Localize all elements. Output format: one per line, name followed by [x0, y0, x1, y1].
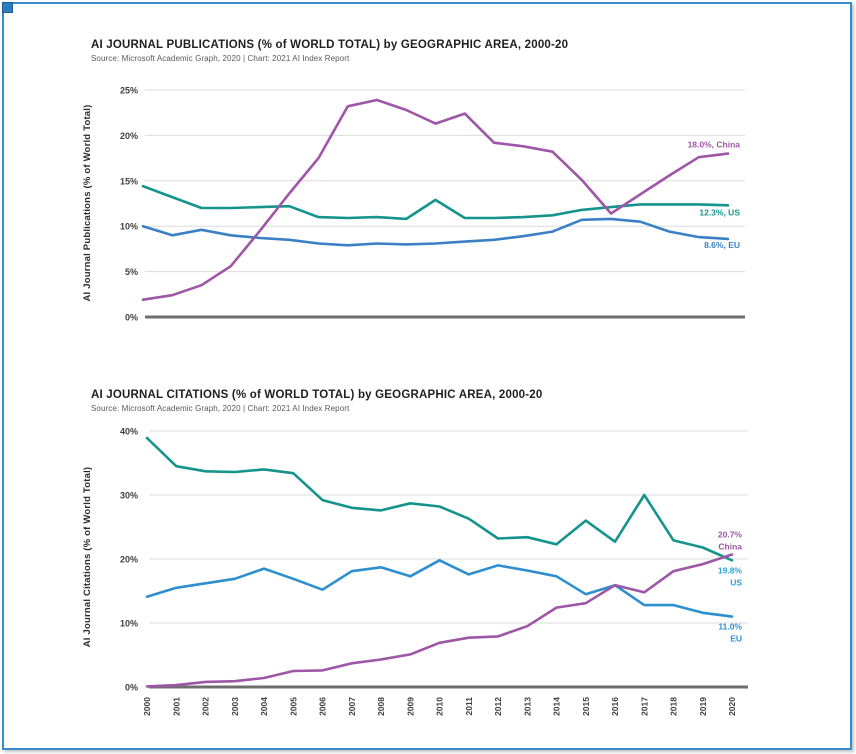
x-tick-label: 2014 [552, 697, 562, 716]
x-tick-label: 2016 [610, 697, 620, 716]
x-tick-label: 2001 [171, 697, 181, 716]
y-tick-label: 15% [120, 176, 138, 186]
us-end-label: 19.8% [718, 565, 743, 575]
x-tick-label: 2017 [639, 697, 649, 716]
y-tick-label: 10% [120, 222, 138, 232]
y-tick-label: 30% [120, 491, 138, 501]
us-end-label: US [730, 577, 742, 587]
eu-end-label: EU [730, 634, 742, 644]
china-end-label: China [718, 542, 742, 552]
x-tick-label: 2006 [318, 697, 328, 716]
x-tick-label: 2004 [259, 697, 269, 716]
x-tick-label: 2008 [376, 697, 386, 716]
x-tick-label: 2009 [405, 697, 415, 716]
publications-chart-canvas: 0%5%10%15%20%25%200020012002200320042005… [82, 86, 745, 323]
publications-chart-title: AI JOURNAL PUBLICATIONS (% of WORLD TOTA… [91, 39, 569, 51]
citations-chart-title: AI JOURNAL CITATIONS (% of WORLD TOTAL) … [91, 389, 543, 401]
x-tick-label: 2020 [727, 697, 737, 716]
y-tick-label: 40% [120, 427, 138, 437]
eu-end-label: 11.0% [718, 622, 742, 632]
x-tick-label: 2000 [142, 697, 152, 716]
publications-chart-source: Source: Microsoft Academic Graph, 2020 |… [91, 54, 350, 63]
y-tick-label: 20% [120, 131, 138, 141]
china-end-label: 20.7% [718, 530, 743, 540]
china-end-label: 18.0%, China [688, 140, 741, 150]
y-tick-label: 0% [125, 683, 138, 693]
eu-line [145, 559, 734, 618]
x-tick-label: 2003 [230, 697, 240, 716]
x-tick-label: 2013 [522, 697, 532, 716]
eu-end-label: 8.6%, EU [704, 240, 740, 250]
y-tick-label: 25% [120, 86, 138, 96]
x-tick-label: 2010 [435, 697, 445, 716]
x-tick-label: 2015 [581, 697, 591, 716]
x-tick-label: 2018 [669, 697, 679, 716]
x-tick-label: 2012 [493, 697, 503, 716]
y-tick-label: 5% [125, 267, 138, 277]
y-tick-label: 20% [120, 555, 138, 565]
us-line [141, 184, 730, 221]
y-axis-label: AI Journal Publications (% of World Tota… [82, 105, 93, 302]
citations-chart-canvas: 0% 10% 20% 30% 40% 2000 2001 2002 2003 2004 2005 20… [82, 427, 748, 716]
y-tick-label: 10% [120, 619, 138, 629]
us-end-label: 12.3%, US [699, 207, 740, 217]
china-line [145, 553, 734, 688]
x-tick-label: 2011 [464, 697, 474, 716]
eu-line [141, 217, 730, 247]
selection-handle-top-left[interactable] [2, 2, 13, 13]
x-tick-label: 2007 [347, 697, 357, 716]
citations-chart-source: Source: Microsoft Academic Graph, 2020 |… [91, 404, 350, 413]
x-tick-label: 2005 [288, 697, 298, 716]
us-line [145, 436, 734, 562]
china-line [141, 98, 730, 301]
y-tick-label: 0% [125, 313, 138, 323]
y-axis-label: AI Journal Citations (% of World Total) [82, 467, 93, 648]
x-tick-label: 2019 [698, 697, 708, 716]
x-tick-label: 2002 [201, 697, 211, 716]
